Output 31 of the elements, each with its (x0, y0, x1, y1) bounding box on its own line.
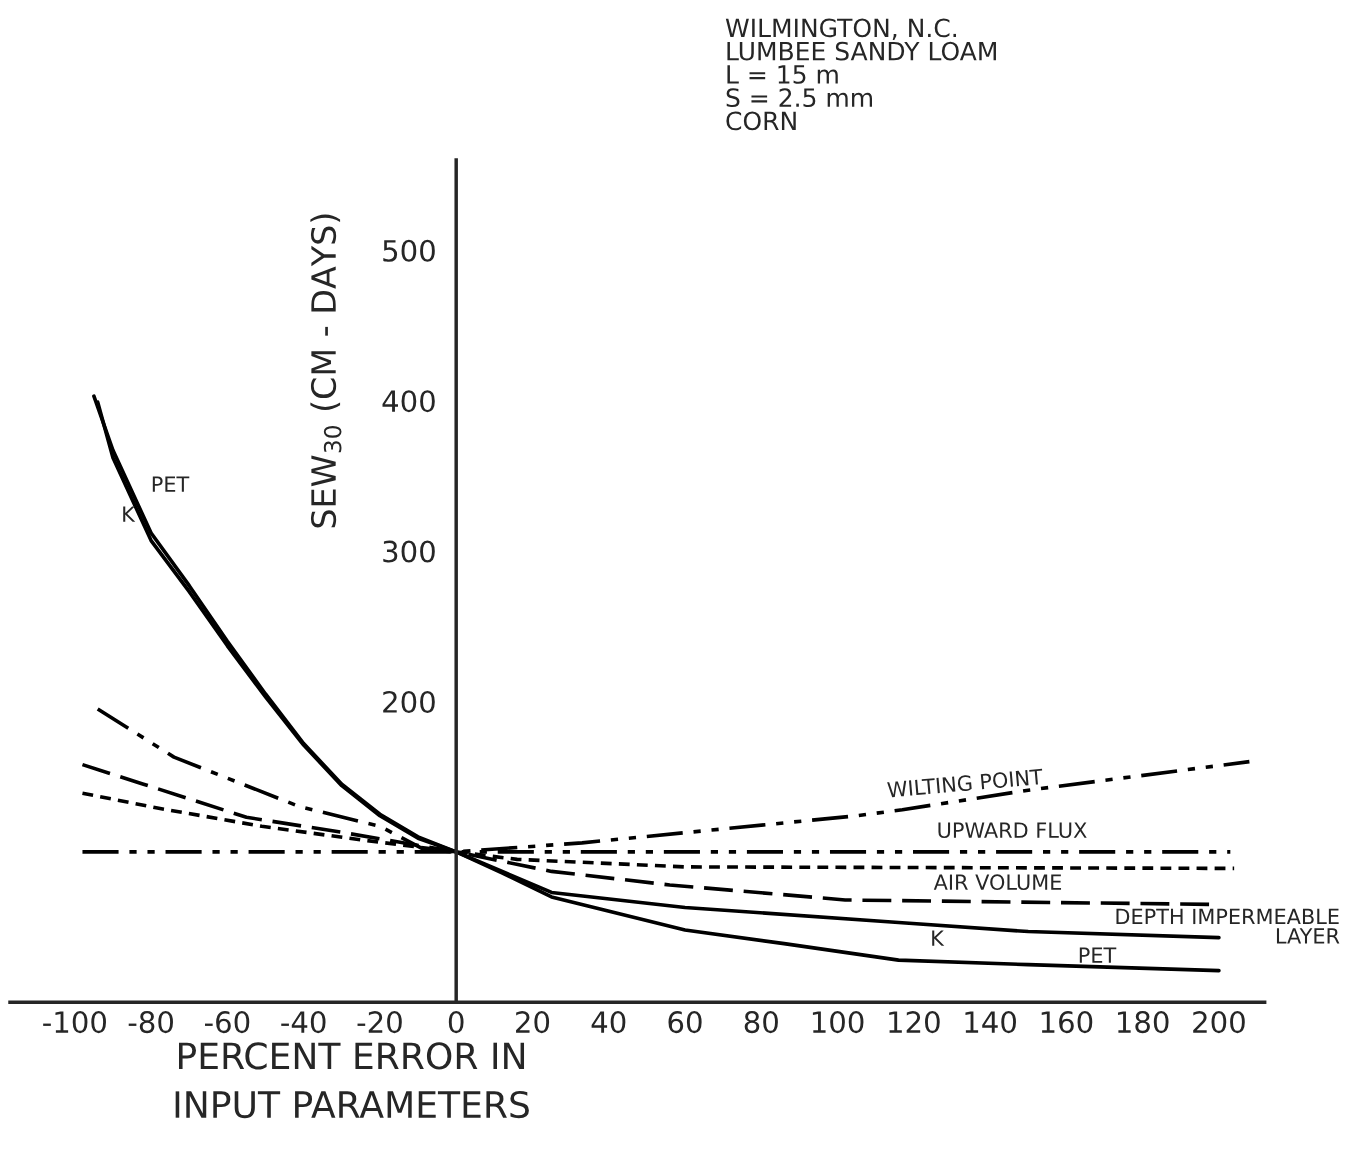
y-tick-label: 500 (383, 239, 435, 262)
x-tick-label: 200 (1193, 1011, 1245, 1034)
y-tick-label: 300 (383, 540, 435, 563)
x-axis-title: PERCENT ERROR IN INPUT PARAMETERS (175, 1042, 529, 1119)
annotation: K (123, 506, 136, 522)
x-tick-label: 160 (1041, 1011, 1093, 1034)
x-tick-label: 20 (516, 1011, 550, 1034)
x-tick-label: -40 (281, 1011, 326, 1034)
y-tick-label: 400 (382, 390, 435, 413)
text: WILMINGTON, N.C. LUMBEE SANDY LOAM L = 15 m S = 2.5 mm CORN (725, 18, 996, 131)
annotation: PET (152, 476, 190, 492)
annotation: K (932, 930, 945, 946)
annotation: PET (1079, 947, 1117, 963)
annotation: AIR VOLUME (933, 874, 1062, 891)
x-tick-label: 120 (889, 1011, 940, 1034)
annotation: UPWARD FLUX (938, 822, 1087, 839)
x-tick-label: -60 (204, 1011, 250, 1034)
x-tick-label: 80 (744, 1011, 778, 1034)
y-tick-label: 200 (383, 690, 435, 713)
x-tick-label: 0 (448, 1011, 464, 1034)
x-tick-label: 60 (668, 1011, 702, 1034)
annotation: WILTING POINT (887, 768, 1044, 798)
annotation: DEPTH IMPERMEABLE LAYER (1116, 908, 1340, 944)
y-axis-title: SEW$_{30}$ (CM - DAYS) (310, 214, 342, 528)
x-tick-label: -80 (128, 1011, 173, 1034)
x-tick-label: -100 (43, 1011, 106, 1034)
x-tick-label: 40 (591, 1011, 626, 1034)
x-tick-label: -20 (357, 1011, 402, 1034)
x-tick-label: 180 (1118, 1011, 1169, 1034)
x-tick-label: 100 (812, 1011, 864, 1034)
x-tick-label: 140 (965, 1011, 1016, 1034)
